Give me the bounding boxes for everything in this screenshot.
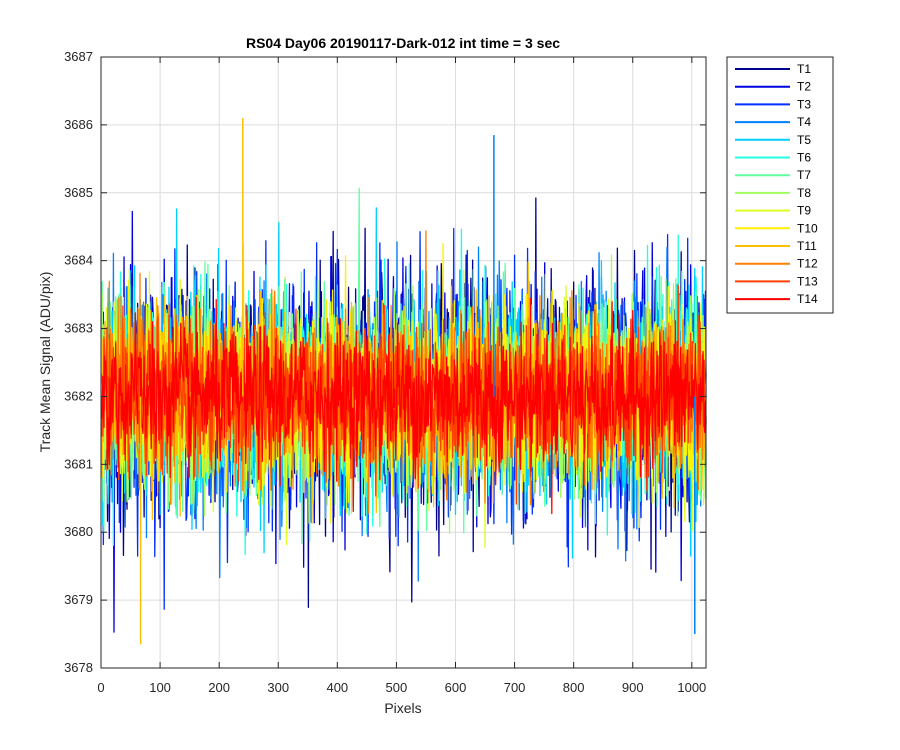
- legend-label: T6: [797, 151, 811, 165]
- legend-label: T14: [797, 292, 818, 306]
- y-tick-label: 3683: [64, 321, 93, 336]
- x-tick-label: 200: [208, 680, 230, 695]
- y-tick-label: 3684: [64, 253, 93, 268]
- x-tick-label: 800: [563, 680, 585, 695]
- legend-box: [726, 56, 834, 314]
- plot-frame: [100, 56, 707, 669]
- legend-label: T11: [797, 239, 817, 253]
- x-tick-label: 400: [326, 680, 348, 695]
- y-tick-label: 3680: [64, 524, 93, 539]
- legend-label: T8: [797, 186, 811, 200]
- chart-title: RS04 Day06 20190117-Dark-012 int time = …: [246, 35, 560, 51]
- x-tick-label: 1000: [677, 680, 706, 695]
- x-tick-label: 0: [97, 680, 104, 695]
- series-line-t14: [100, 296, 707, 515]
- y-tick-label: 3686: [64, 117, 93, 132]
- y-tick-label: 3678: [64, 660, 93, 675]
- legend-label: T1: [797, 62, 811, 76]
- x-tick-label: 900: [622, 680, 644, 695]
- series-layer: [100, 118, 707, 645]
- legend-label: T5: [797, 133, 811, 147]
- legend-label: T9: [797, 204, 811, 218]
- x-axis-label: Pixels: [384, 700, 421, 716]
- x-tick-label: 300: [267, 680, 289, 695]
- x-tick-label: 700: [504, 680, 526, 695]
- y-tick-label: 3681: [64, 456, 93, 471]
- legend-label: T10: [797, 221, 818, 235]
- y-tick-label: 3679: [64, 592, 93, 607]
- legend-label: T12: [797, 257, 818, 271]
- x-tick-label: 500: [386, 680, 408, 695]
- y-tick-label: 3682: [64, 388, 93, 403]
- legend-label: T13: [797, 274, 818, 288]
- x-tick-label: 600: [445, 680, 467, 695]
- legend-label: T7: [797, 168, 811, 182]
- legend: T1 T2 T3 T4 T5 T6 T7 T8 T9 T10 T11 T12 T13 T14: [726, 56, 834, 314]
- y-tick-label: 3687: [64, 49, 93, 64]
- legend-label: T2: [797, 80, 811, 94]
- y-tick-label: 3685: [64, 185, 93, 200]
- x-tick-label: 100: [149, 680, 171, 695]
- legend-label: T3: [797, 97, 811, 111]
- ticks: 0 100 200 300 400 500 600 700 800 900 1000 3678 3679…: [64, 49, 706, 695]
- legend-label: T4: [797, 115, 811, 129]
- y-axis-label: Track Mean Signal (ADU/pix): [37, 272, 53, 453]
